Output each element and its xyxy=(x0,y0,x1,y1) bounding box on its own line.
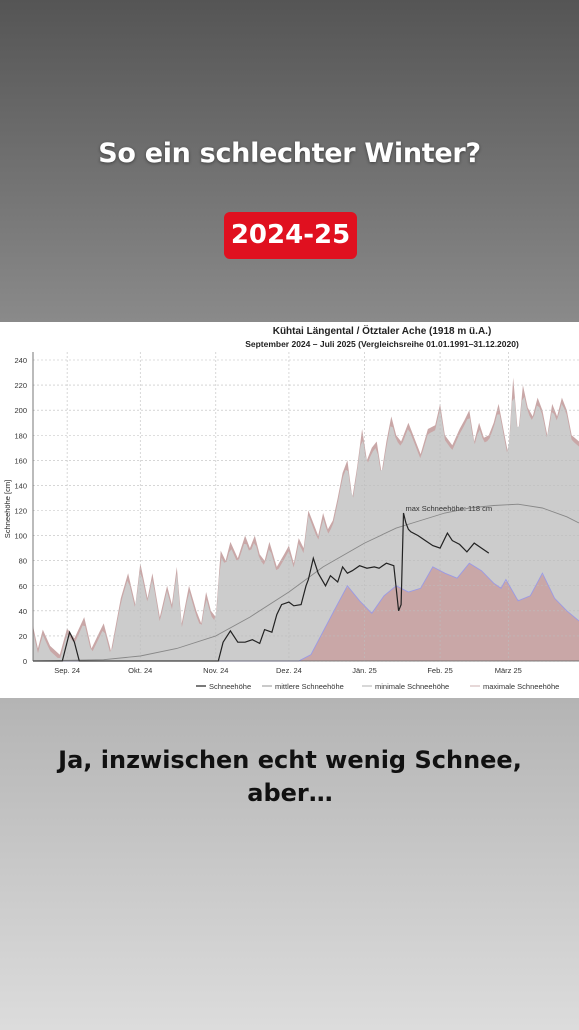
y-tick-label: 80 xyxy=(19,557,27,566)
legend-label: mittlere Schneehöhe xyxy=(275,682,344,691)
legend-label: minimale Schneehöhe xyxy=(375,682,449,691)
series-current-line xyxy=(33,512,490,662)
range-band xyxy=(33,396,579,661)
chart-legend: Schneehöhe mittlere Schneehöhe minimale Sc… xyxy=(196,682,559,691)
chart-svg: Kühtai Längental / Ötztaler Ache (1918 m… xyxy=(3,324,579,691)
chart-subtitle: September 2024 – Juli 2025 (Vergleichsre… xyxy=(245,339,519,349)
snow-depth-chart: Kühtai Längental / Ötztaler Ache (1918 m… xyxy=(0,322,579,698)
x-tick-label: Nov. 24 xyxy=(203,666,228,675)
y-tick-label: 40 xyxy=(19,607,27,616)
chart-title: Kühtai Längental / Ötztaler Ache (1918 m… xyxy=(273,324,492,337)
y-tick-label: 220 xyxy=(14,381,27,390)
legend-label: maximale Schneehöhe xyxy=(483,682,559,691)
x-tick-label: Jän. 25 xyxy=(352,666,377,675)
caption-line-1: Ja, inzwischen echt wenig Schnee, xyxy=(58,746,522,774)
y-tick-label: 20 xyxy=(19,632,27,641)
series-min-line xyxy=(33,562,579,662)
caption-line-2: aber… xyxy=(247,779,333,807)
post-title: So ein schlechter Winter? xyxy=(98,138,481,169)
y-axis-label: Schneehöhe [cm] xyxy=(3,480,12,538)
season-badge: 2024-25 xyxy=(224,212,357,259)
y-tick-label: 100 xyxy=(14,532,27,541)
y-tick-label: 60 xyxy=(19,582,27,591)
y-tick-label: 0 xyxy=(23,657,27,666)
y-tick-label: 200 xyxy=(14,406,27,415)
plot-area: 0 20 40 60 80 100 120 140 160 180 200 220 240 Sep. 24… xyxy=(14,352,579,675)
x-tick-label: Okt. 24 xyxy=(128,666,152,675)
legend-label: Schneehöhe xyxy=(209,682,251,691)
y-tick-label: 240 xyxy=(14,356,27,365)
caption: Ja, inzwischen echt wenig Schnee, aber… xyxy=(40,744,540,810)
series-mean-line xyxy=(32,503,579,662)
y-tick-label: 140 xyxy=(14,481,27,490)
max-annotation: max Schneehöhe: 118 cm xyxy=(406,504,493,513)
x-tick-label: Dez. 24 xyxy=(276,666,302,675)
y-tick-label: 160 xyxy=(14,456,27,465)
x-tick-label: Sep. 24 xyxy=(54,666,80,675)
x-tick-label: Feb. 25 xyxy=(427,666,452,675)
x-tick-label: März 25 xyxy=(495,666,522,675)
y-tick-label: 120 xyxy=(14,507,27,516)
y-tick-label: 180 xyxy=(14,431,27,440)
